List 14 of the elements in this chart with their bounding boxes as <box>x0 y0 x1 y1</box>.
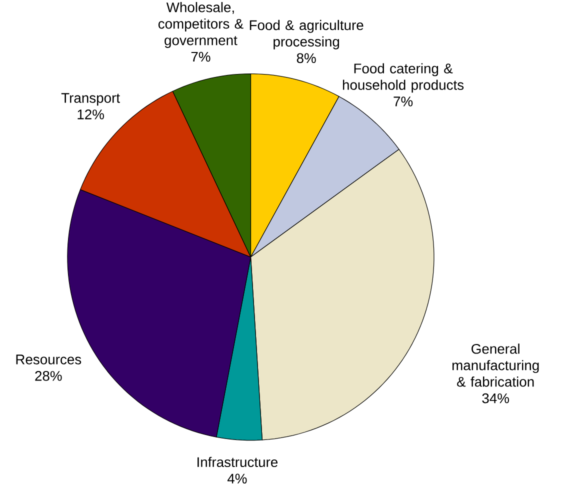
data-label: 28% <box>35 371 62 382</box>
slice-label: Infrastructure <box>198 457 278 468</box>
data-label: 34% <box>482 394 509 404</box>
data-label: 7% <box>191 52 210 62</box>
slice-label: Transport <box>61 93 120 106</box>
data-label: 8% <box>296 53 316 64</box>
slice-label: Food & agriculture processing <box>250 20 364 50</box>
data-label: 4% <box>227 474 247 484</box>
slice-label: General manufacturing & fabrication <box>452 344 539 387</box>
slice-label: Resources <box>16 354 82 365</box>
slice-label: Wholesale, competitors & government <box>158 2 244 48</box>
data-label: 12% <box>78 110 104 120</box>
slice-label: Food catering & household products <box>342 63 464 93</box>
data-label: 7% <box>394 96 413 107</box>
